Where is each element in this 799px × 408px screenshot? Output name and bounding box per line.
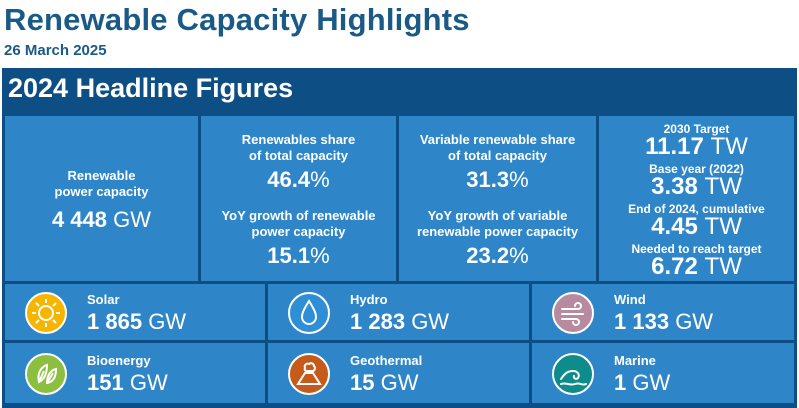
renewables-share-card: Renewables share of total capacity 46.4%…	[201, 116, 396, 281]
tech-value: 1 GW	[614, 370, 671, 395]
wave-icon	[552, 353, 594, 395]
target-value: 11.17 TW	[645, 133, 748, 160]
base-year-label: Base year (2022)	[649, 162, 744, 176]
tech-value: 15 GW	[350, 370, 419, 395]
tech-name: Marine	[614, 353, 656, 368]
cumulative-value: 4.45 TW	[651, 213, 742, 240]
tech-card-wind: Wind 1 133 GW	[532, 284, 794, 340]
tech-name: Bioenergy	[87, 353, 151, 368]
needed-value: 6.72 TW	[651, 253, 742, 280]
tech-card-solar: Solar 1 865 GW	[5, 284, 265, 340]
variable-share-label-line1: Variable renewable share	[419, 132, 576, 147]
base-year-value: 3.38 TW	[651, 173, 742, 200]
sun-icon	[25, 292, 67, 334]
headline-heading: 2024 Headline Figures	[8, 73, 294, 103]
tech-name: Solar	[87, 292, 120, 307]
capacity-card: Renewable power capacity 4 448 GW	[5, 116, 198, 281]
tech-value: 1 133 GW	[614, 309, 714, 334]
growth-label-line1: YoY growth of renewable	[221, 208, 376, 223]
share-label-line1: Renewables share	[241, 132, 356, 147]
tech-value: 1 865 GW	[87, 309, 187, 334]
target-label: 2030 Target	[663, 122, 730, 136]
cumulative-label: End of 2024, cumulative	[628, 202, 765, 216]
capacity-value: 4 448 GW	[51, 207, 152, 232]
variable-growth-value: 23.2%	[466, 243, 529, 268]
tech-card-bioenergy: Bioenergy 151 GW	[5, 343, 265, 403]
variable-share-value: 31.3%	[466, 167, 529, 192]
tech-card-marine: Marine 1 GW	[532, 343, 794, 403]
volcano-icon	[288, 353, 330, 395]
capacity-label-line2: power capacity	[54, 184, 149, 199]
publish-date: 26 March 2025	[4, 42, 107, 59]
headline-panel: 2024 Headline Figures Renewable power ca…	[2, 68, 797, 408]
leaf-icon	[25, 353, 67, 395]
growth-label-line2: power capacity	[251, 224, 346, 239]
growth-value: 15.1%	[267, 243, 330, 268]
water-drop-icon	[288, 292, 330, 334]
variable-share-label-line2: of total capacity	[448, 148, 547, 163]
share-value: 46.4%	[267, 167, 330, 192]
share-label-line2: of total capacity	[249, 148, 348, 163]
variable-share-card: Variable renewable share of total capaci…	[399, 116, 596, 281]
tech-card-geothermal: Geothermal 15 GW	[268, 343, 529, 403]
tech-value: 151 GW	[87, 370, 168, 395]
needed-label: Needed to reach target	[631, 242, 762, 256]
tech-value: 1 283 GW	[350, 309, 450, 334]
wind-icon	[552, 292, 594, 334]
target-card: 2030 Target 11.17 TW Base year (2022) 3.…	[599, 116, 794, 281]
capacity-label-line1: Renewable	[67, 168, 136, 183]
variable-growth-label-line1: YoY growth of variable	[427, 208, 568, 223]
page-title: Renewable Capacity Highlights	[4, 2, 470, 37]
variable-growth-label-line2: renewable power capacity	[416, 224, 579, 239]
tech-name: Geothermal	[350, 353, 423, 368]
tech-name: Hydro	[350, 292, 388, 307]
tech-name: Wind	[614, 292, 646, 307]
tech-card-hydro: Hydro 1 283 GW	[268, 284, 529, 340]
